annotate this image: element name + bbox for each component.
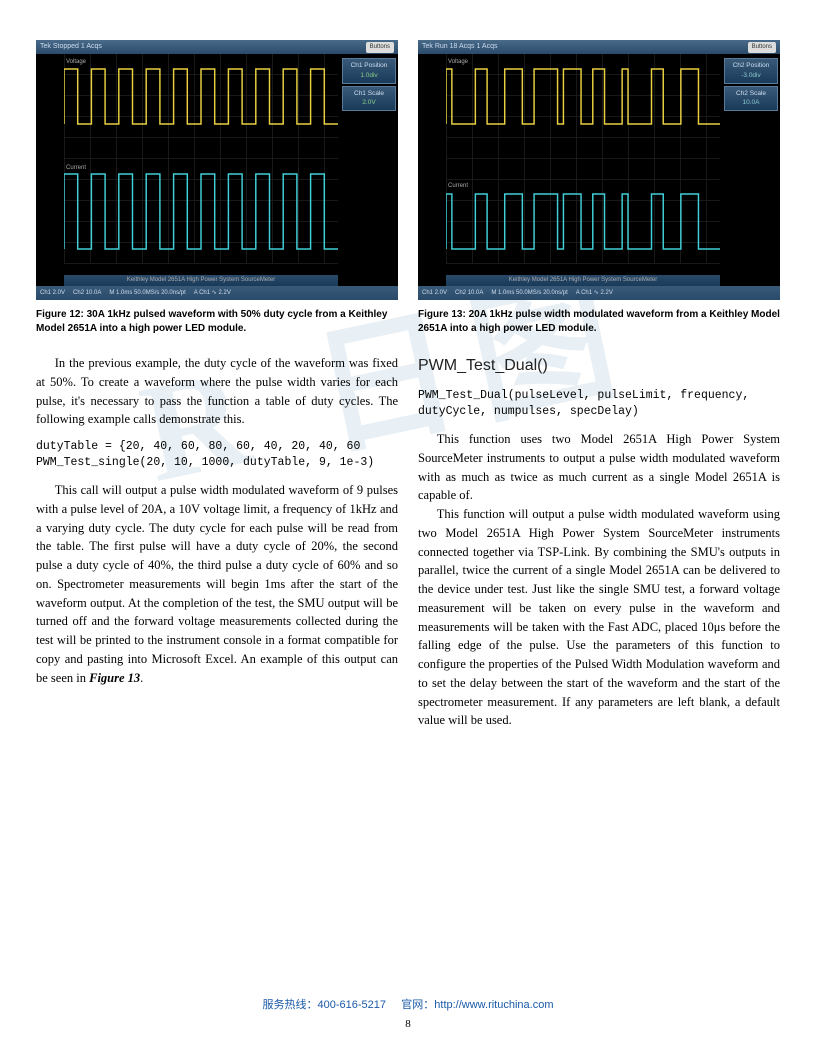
footer-ch1: Ch1 2.0V: [422, 289, 447, 298]
scope-footer: Ch1 2.0V Ch2 10.0A M 1.0ms 50.0MS/s 20.0…: [36, 286, 398, 300]
scope-toolbar: Tek Stopped 1 Acqs Buttons: [36, 40, 398, 54]
para2-text-b: .: [140, 671, 143, 685]
ch2-position-box: Ch2 Position -3.0div: [724, 58, 778, 84]
footer-trigger: A Ch1 ∿ 2.2V: [194, 289, 231, 298]
ch2-scale-value: 10.0A: [728, 98, 774, 108]
scope-toolbar: Tek Run 18 Acqs 1 Acqs Buttons: [418, 40, 780, 54]
ch2-scale-box: Ch2 Scale 10.0A: [724, 86, 778, 112]
figure-13-reference: Figure 13: [89, 671, 140, 685]
page-number: 8: [0, 1016, 816, 1033]
scope-status: Tek Stopped 1 Acqs: [40, 42, 102, 53]
scope-status: Tek Run 18 Acqs 1 Acqs: [422, 42, 498, 53]
page-footer: 服务热线：400-616-5217 官网：http://www.rituchin…: [0, 997, 816, 1032]
oscilloscope-figure-12: Tek Stopped 1 Acqs Buttons 30A 1 KHz 50%…: [36, 40, 398, 300]
left-body-text: In the previous example, the duty cycle …: [36, 354, 398, 687]
scope-footer: Ch1 2.0V Ch2 10.0A M 1.0ms 50.0MS/s 20.0…: [418, 286, 780, 300]
ch1-scale-box: Ch1 Scale 2.0V: [342, 86, 396, 112]
ch1-scale-value: 2.0V: [346, 98, 392, 108]
scope-grid: Voltage Current: [64, 54, 338, 264]
ch1-position-label: Ch1 Position: [346, 61, 392, 71]
left-column: Tek Stopped 1 Acqs Buttons 30A 1 KHz 50%…: [36, 40, 398, 730]
right-code-block: PWM_Test_Dual(pulseLevel, pulseLimit, fr…: [418, 388, 780, 420]
left-paragraph-1: In the previous example, the duty cycle …: [36, 354, 398, 429]
ch1-position-value: 1.0div: [346, 71, 392, 81]
site-label: 官网：: [401, 999, 434, 1011]
scope-device-label: Keithley Model 2651A High Power System S…: [64, 275, 338, 286]
hotline-label: 服务热线：: [262, 999, 317, 1011]
hotline-number: 400-616-5217: [317, 999, 386, 1011]
figure-12-caption: Figure 12: 30A 1kHz pulsed waveform with…: [36, 308, 398, 336]
right-body-text: This function uses two Model 2651A High …: [418, 430, 780, 730]
site-url: http://www.rituchina.com: [434, 999, 553, 1011]
scope-buttons-label: Buttons: [366, 42, 394, 53]
scope-device-label: Keithley Model 2651A High Power System S…: [446, 275, 720, 286]
function-heading: PWM_Test_Dual(): [418, 354, 780, 378]
right-column: Tek Run 18 Acqs 1 Acqs Buttons 20A 1 KHz…: [418, 40, 780, 730]
scope-grid: Voltage Current: [446, 54, 720, 264]
footer-timebase: M 1.0ms 50.0MS/s 20.0ns/pt: [491, 289, 567, 298]
footer-ch2: Ch2 10.0A: [455, 289, 483, 298]
oscilloscope-figure-13: Tek Run 18 Acqs 1 Acqs Buttons 20A 1 KHz…: [418, 40, 780, 300]
right-paragraph-1: This function uses two Model 2651A High …: [418, 430, 780, 505]
scope-side-panel: Ch2 Position -3.0div Ch2 Scale 10.0A: [724, 58, 778, 113]
para2-text-a: This call will output a pulse width modu…: [36, 483, 398, 685]
footer-ch2: Ch2 10.0A: [73, 289, 101, 298]
ch2-position-value: -3.0div: [728, 71, 774, 81]
ch1-position-box: Ch1 Position 1.0div: [342, 58, 396, 84]
page-content: Tek Stopped 1 Acqs Buttons 30A 1 KHz 50%…: [0, 0, 816, 730]
scope-side-panel: Ch1 Position 1.0div Ch1 Scale 2.0V: [342, 58, 396, 113]
left-paragraph-2: This call will output a pulse width modu…: [36, 481, 398, 687]
ch2-position-label: Ch2 Position: [728, 61, 774, 71]
ch1-scale-label: Ch1 Scale: [346, 89, 392, 99]
left-code-block: dutyTable = {20, 40, 60, 80, 60, 40, 20,…: [36, 439, 398, 471]
figure-13-caption: Figure 13: 20A 1kHz pulse width modulate…: [418, 308, 780, 336]
footer-timebase: M 1.0ms 50.0MS/s 20.0ns/pt: [109, 289, 185, 298]
scope-buttons-label: Buttons: [748, 42, 776, 53]
footer-ch1: Ch1 2.0V: [40, 289, 65, 298]
right-paragraph-2: This function will output a pulse width …: [418, 505, 780, 730]
ch2-scale-label: Ch2 Scale: [728, 89, 774, 99]
footer-trigger: A Ch1 ∿ 2.2V: [576, 289, 613, 298]
